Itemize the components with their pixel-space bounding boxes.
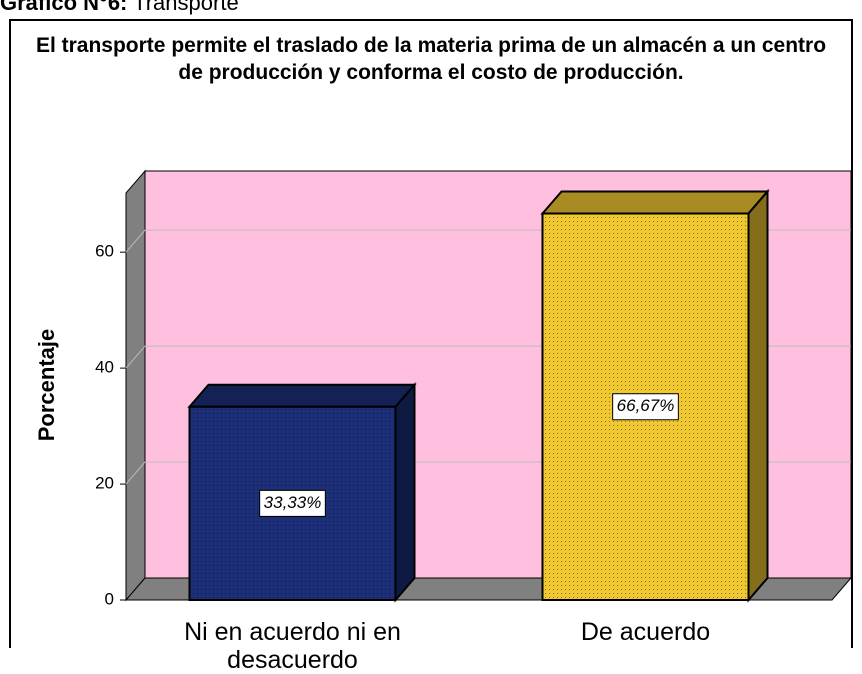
bar-top — [540, 190, 770, 215]
value-label-box — [612, 393, 679, 421]
caption: Gráfico N°6: Transporte — [0, 0, 239, 15]
value-label: 33,33% — [264, 493, 322, 512]
caption-text: Transporte — [133, 0, 239, 15]
value-label: 66,67% — [617, 396, 675, 415]
chart: Gráfico N°6: Transporte Porcentaje 0 20 40… — [0, 0, 853, 648]
y-tick-label: 0 — [105, 589, 114, 608]
bar-top — [187, 383, 417, 408]
bar-side — [394, 382, 416, 603]
x-tick-label: Ni en acuerdo ni en desacuerdo — [184, 618, 401, 674]
y-axis-label: Porcentaje — [34, 329, 59, 442]
chart-title: El transporte permite el traslado de la … — [35, 34, 827, 84]
y-tick-label: 40 — [95, 358, 114, 377]
y-tick-label: 20 — [95, 474, 114, 493]
y-tick-label: 60 — [95, 242, 114, 261]
side-wall — [125, 169, 146, 602]
caption-label: Gráfico N°6: — [0, 0, 127, 15]
x-tick-label: De acuerdo — [580, 618, 711, 646]
value-label-box — [259, 489, 326, 517]
bar-side — [747, 188, 769, 603]
